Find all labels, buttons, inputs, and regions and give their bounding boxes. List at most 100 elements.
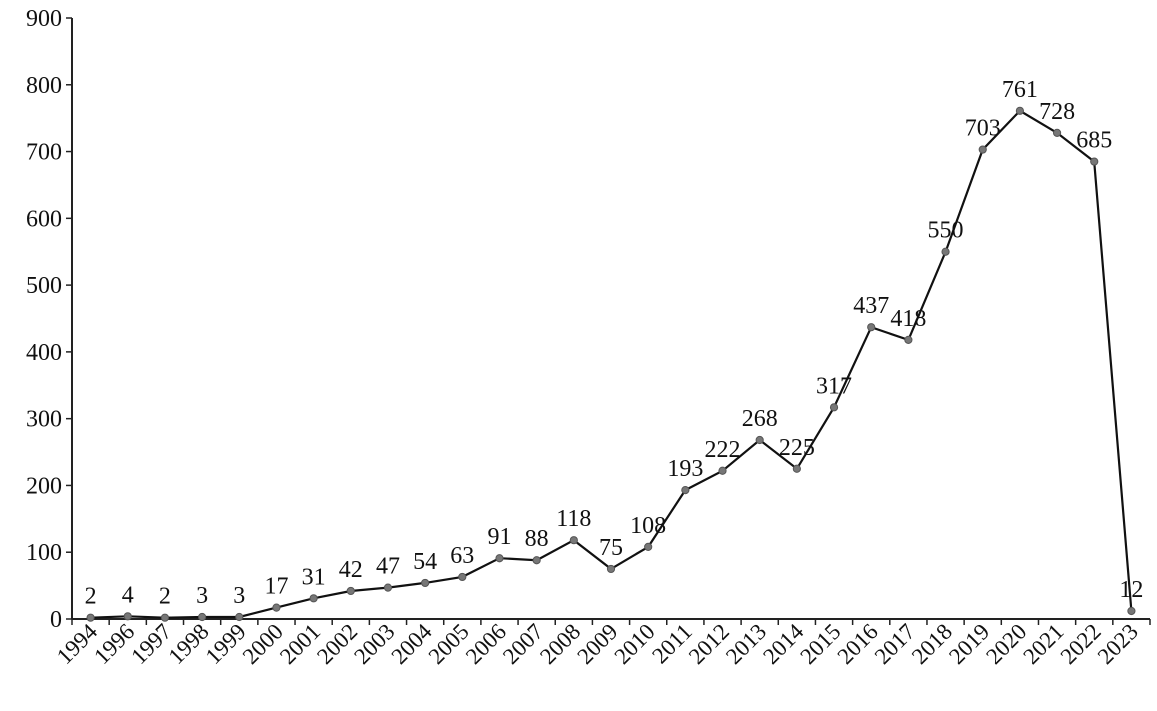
x-tick-label: 2006 — [461, 619, 511, 669]
x-tick-label: 2002 — [312, 619, 362, 669]
data-point — [86, 613, 95, 622]
x-tick-label: 2013 — [721, 619, 771, 669]
data-point — [1127, 606, 1136, 616]
x-tick-label: 2023 — [1093, 619, 1143, 669]
data-label: 63 — [450, 543, 474, 569]
x-tick-label: 2000 — [238, 619, 288, 669]
y-tick-label: 600 — [26, 206, 62, 232]
data-label: 4 — [122, 582, 134, 608]
data-point — [532, 556, 541, 565]
x-tick-label: 2003 — [349, 619, 399, 669]
x-tick-label: 2015 — [795, 619, 845, 669]
x-tick-label: 2009 — [572, 619, 622, 669]
data-label: 2 — [85, 584, 97, 610]
x-tick-label: 1998 — [163, 619, 213, 669]
y-tick-label: 900 — [26, 6, 62, 32]
y-tick-label: 700 — [26, 140, 62, 166]
data-point — [383, 583, 393, 592]
data-label: 42 — [339, 557, 363, 583]
data-label: 12 — [1119, 577, 1143, 603]
data-label: 268 — [742, 406, 778, 432]
data-label: 418 — [890, 306, 926, 332]
data-point — [978, 145, 987, 154]
data-label: 88 — [525, 526, 549, 552]
x-tick-label: 1996 — [89, 619, 139, 669]
data-label: 317 — [816, 373, 852, 399]
x-tick-label: 2022 — [1056, 619, 1106, 669]
data-label: 728 — [1039, 99, 1075, 125]
data-point — [495, 554, 504, 563]
x-tick-label: 2010 — [610, 619, 660, 669]
data-label: 550 — [928, 218, 964, 244]
data-label: 3 — [196, 583, 208, 609]
data-label: 118 — [556, 506, 591, 532]
data-point — [421, 578, 430, 588]
data-point — [569, 536, 578, 545]
data-point — [718, 466, 727, 475]
data-point — [235, 612, 244, 622]
data-label: 3 — [233, 583, 245, 609]
data-point — [198, 612, 207, 622]
data-point — [1090, 157, 1099, 166]
data-point — [792, 464, 801, 473]
data-point — [272, 603, 281, 612]
data-point — [681, 486, 690, 495]
data-point — [755, 435, 764, 445]
x-tick-label: 2017 — [870, 619, 920, 669]
data-point — [941, 247, 950, 256]
y-tick-label: 500 — [26, 273, 62, 299]
data-label: 685 — [1076, 128, 1112, 154]
y-tick-label: 800 — [26, 73, 62, 99]
x-tick-label: 2012 — [684, 619, 734, 669]
x-tick-label: 2005 — [424, 619, 474, 669]
data-point — [160, 613, 170, 622]
x-tick-label: 2020 — [981, 619, 1031, 669]
data-point — [346, 586, 355, 596]
y-tick-label: 300 — [26, 407, 62, 433]
data-point — [1015, 106, 1024, 115]
y-tick-label: 0 — [50, 607, 62, 633]
x-tick-label: 2001 — [275, 619, 325, 669]
data-label: 108 — [630, 513, 666, 539]
x-tick-label: 2018 — [907, 619, 957, 669]
series-group — [86, 106, 1136, 622]
y-tick-label: 400 — [26, 340, 62, 366]
data-point — [829, 403, 839, 412]
y-tick-label: 100 — [26, 540, 62, 566]
data-label: 17 — [264, 574, 288, 600]
data-label: 31 — [302, 564, 326, 590]
x-tick-label: 1999 — [201, 619, 251, 669]
x-tick-label: 2016 — [833, 619, 883, 669]
x-axis: 1994199619971998199920002001200220032004… — [52, 618, 1151, 670]
x-tick-label: 2007 — [498, 619, 548, 669]
data-label: 91 — [487, 524, 511, 550]
data-point — [123, 612, 132, 621]
y-axis: 0 100 200 300 400 500 600 700 800 900 — [26, 6, 73, 633]
data-point — [458, 572, 467, 582]
data-label: 2 — [159, 584, 171, 610]
data-label: 703 — [965, 116, 1001, 142]
data-point — [1052, 128, 1062, 137]
x-tick-label: 2011 — [647, 619, 697, 669]
data-label: 225 — [779, 435, 815, 461]
data-point — [606, 564, 616, 574]
data-label: 75 — [599, 535, 623, 561]
data-label: 222 — [705, 437, 741, 463]
y-tick-label: 200 — [26, 473, 62, 499]
data-label: 47 — [376, 554, 400, 580]
data-label: 437 — [853, 293, 889, 319]
x-tick-label: 2008 — [535, 619, 585, 669]
x-tick-label: 2004 — [386, 619, 437, 670]
data-point — [867, 323, 876, 332]
data-label: 193 — [667, 456, 703, 482]
data-label: 54 — [413, 549, 437, 575]
x-tick-label: 2021 — [1018, 619, 1068, 669]
x-tick-label: 2014 — [758, 619, 809, 670]
data-label: 761 — [1002, 77, 1038, 103]
data-point — [644, 542, 653, 551]
data-point — [904, 335, 913, 344]
x-tick-label: 1997 — [126, 619, 176, 669]
data-point — [309, 594, 318, 603]
